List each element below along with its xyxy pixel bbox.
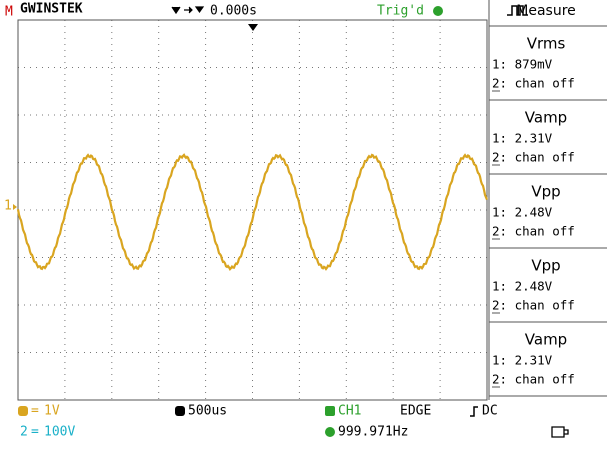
measure-name: Vpp [531,257,560,275]
measure-name: Vamp [525,331,567,349]
measure-ch2: 2: chan off [492,298,575,313]
brand: GWINSTEK [20,2,83,17]
trigger-state: Trig'd [377,4,424,19]
ch1-coupling-icon: = [31,404,39,419]
measure-ch1: 1: 2.31V [492,353,553,368]
pulse-icon [507,5,528,16]
trigger-indicator [433,6,443,16]
frequency: 999.971Hz [338,425,408,440]
measure-ch1: 1: 2.31V [492,131,553,146]
frequency-badge [325,427,335,437]
channel-1-marker: 1 [4,199,12,214]
waveform [16,153,489,271]
usb-icon [551,426,569,438]
ch2-scale: 100V [44,425,75,440]
offset-icon [171,6,205,15]
measure-ch2: 2: chan off [492,372,575,387]
timebase-badge [175,406,185,416]
ch2-badge: 2 [20,425,28,440]
measure-name: Vamp [525,109,567,127]
ch1-scale: 1V [44,404,60,419]
memory-marker: M [5,5,13,20]
measure-name: Vrms [527,35,566,53]
measure-ch2: 2: chan off [492,76,575,91]
menu-title: Measure [516,3,576,19]
channel-1-arrow [13,204,17,210]
measure-name: Vpp [531,183,560,201]
trigger-source: CH1 [338,404,361,419]
coupling: DC [482,404,498,419]
measure-ch2: 2: chan off [492,224,575,239]
ch2-coupling-icon: = [31,425,39,440]
trigger-type: EDGE [400,404,431,419]
time-offset: 0.000s [210,4,257,19]
trigger-position-marker [248,24,258,31]
edge-icon [470,406,478,417]
measure-ch1: 1: 879mV [492,57,553,72]
measure-menu: Vrms 1: 879mV 2: chan off Vamp 1: 2.31V 2: ch… [489,25,607,397]
ch1-badge [18,406,28,416]
measure-ch1: 1: 2.48V [492,279,553,294]
measure-ch2: 2: chan off [492,150,575,165]
trigger-badge [325,406,335,416]
timebase: 500us [188,404,227,419]
measure-ch1: 1: 2.48V [492,205,553,220]
